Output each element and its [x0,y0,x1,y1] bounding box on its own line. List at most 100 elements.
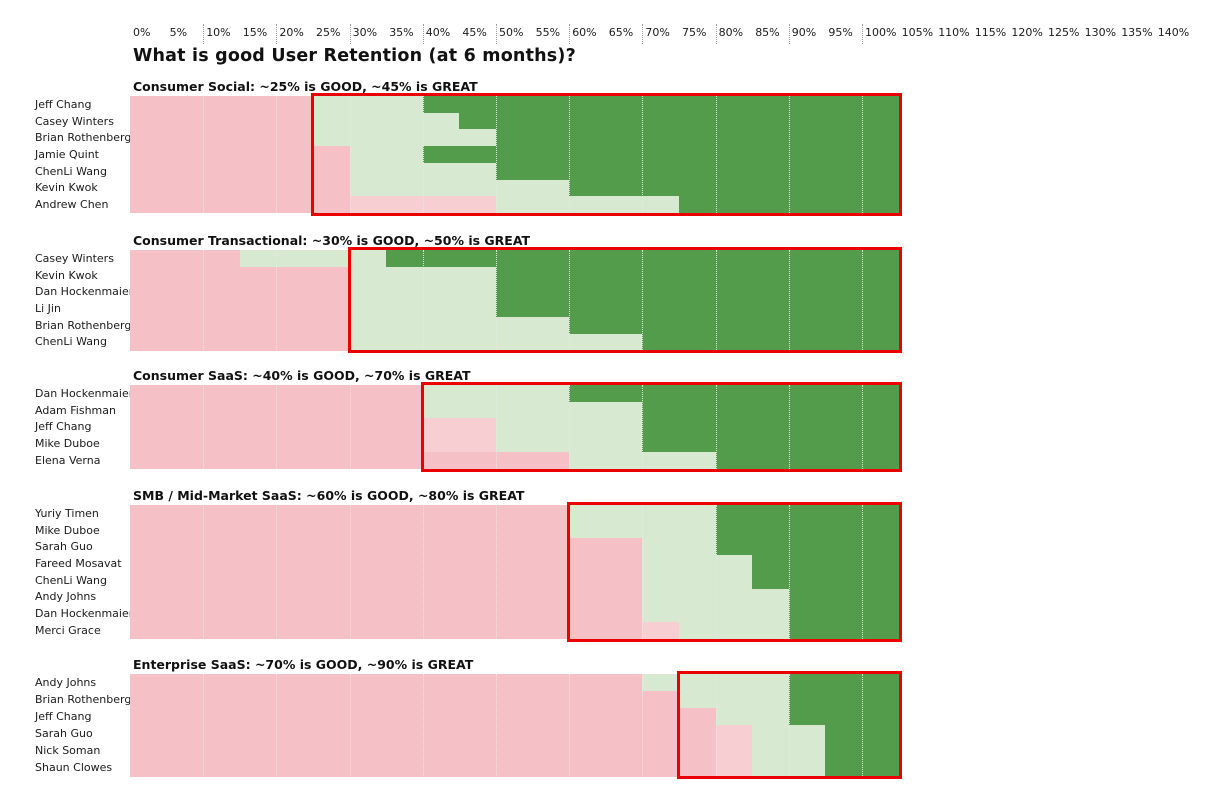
bar-segment-pink [130,146,350,164]
bar-segment-pink_light [715,742,753,760]
axis-tick-label: 45% [462,26,487,39]
axis-tick-label: 120% [1011,26,1043,39]
bar-segment-pink_light [422,418,496,436]
bar-segment-great [642,333,899,351]
axis-tick [496,24,497,44]
good-retention-highlight-box [677,671,902,779]
row-label: Jeff Chang [35,420,92,434]
axis-tick [788,24,790,44]
row-label: ChenLi Wang [35,573,107,587]
chart-grid-line [642,385,644,469]
chart-grid-line [788,674,790,776]
bar-segment-good [642,588,789,606]
row-label: Yuriy Timen [35,506,99,520]
section-bars [130,382,902,472]
row-label: Brian Rothenberg [35,131,132,145]
row-label: Elena Verna [35,453,101,467]
axis-tick-label: 125% [1048,26,1080,39]
chart-grid-line [862,505,863,639]
axis-tick-label: 60% [572,26,597,39]
bar-segment-good [642,571,753,590]
bar-segment-pink [130,588,643,606]
axis-tick-label: 35% [389,26,414,39]
chart-grid-line [569,96,571,213]
row-label: Jeff Chang [35,710,92,723]
row-label: Casey Winters [35,114,114,128]
axis-tick-label: 130% [1084,26,1117,39]
axis-tick-label: 15% [242,26,268,39]
chart-grid-line [203,96,205,213]
chart-grid-line [422,96,424,213]
bar-segment-great [496,300,899,318]
bar-segment-great [569,179,899,197]
axis-tick-label: 105% [901,26,934,39]
row-label: Merci Grace [35,623,101,637]
axis-tick-label: 40% [425,26,451,39]
chart-grid-line [496,96,497,213]
row-label: Shaun Clowes [35,761,113,774]
bar-segment-good [679,621,789,640]
bar-segment-pink [130,538,643,556]
section-title: SMB / Mid-Market SaaS: ~60% is GOOD, ~80… [133,488,525,503]
bar-segment-pink [130,571,643,590]
row-label: Jeff Chang [35,97,92,111]
bar-segment-good [349,266,496,284]
chart-grid-line [496,385,497,469]
good-retention-highlight-box [347,247,902,354]
bar-segment-pink [130,691,679,709]
row-label: Mike Duboe [35,523,100,537]
chart-grid-line [862,674,863,776]
bar-segment-good [422,385,570,403]
bar-segment-pink_light [422,435,496,453]
chart-grid-line [715,250,717,351]
bar-segment-pink [130,674,643,692]
bar-segment-great [788,588,899,606]
row-label: Adam Fishman [35,403,116,417]
bar-segment-good [496,196,679,214]
row-label: Casey Winters [35,251,114,265]
bar-segment-pink_light [642,621,679,640]
bar-segment-great [715,521,899,539]
section-bars [130,502,902,642]
axis-tick-label: 70% [645,26,670,39]
row-label: Dan Hockenmaier [35,285,134,299]
bar-segment-pink [130,555,643,573]
chart-grid-line [569,674,571,776]
section-bars [130,671,902,779]
axis-tick [862,24,863,44]
row-label: Fareed Mosavat [35,556,122,570]
chart-grid-line [422,250,424,351]
bar-segment-great [715,538,899,556]
axis-tick-label: 135% [1121,26,1153,39]
bar-segment-great [788,691,899,709]
axis-tick-label: 100% [865,26,897,39]
axis-tick-label: 95% [828,26,853,39]
bar-segment-pink [130,621,643,640]
chart-grid-line [422,505,424,639]
bar-segment-great [788,708,899,726]
bar-segment-great [642,435,899,453]
axis-tick-label: 10% [206,26,231,39]
bar-segment-pink [130,605,643,623]
chart-grid-line [349,96,351,213]
row-label: Andy Johns [35,676,97,689]
chart-grid-line [569,250,571,351]
axis-tick [642,24,644,44]
axis-tick [349,24,351,44]
bar-segment-great [496,266,899,284]
bar-segment-pink [130,96,313,114]
bar-segment-great [715,505,899,523]
chart-grid-line [276,385,278,469]
row-label: Sarah Guo [35,540,93,554]
bar-segment-good [752,742,826,760]
axis-tick-label: 65% [608,26,634,39]
bar-segment-pink [130,300,350,318]
chart-grid-line [276,250,278,351]
bar-segment-good [642,605,789,623]
chart-grid-line [496,505,497,639]
bar-segment-great [788,621,899,640]
bar-segment-good [752,725,826,743]
axis-tick-label: 0% [133,26,151,39]
axis-tick-label: 140% [1157,26,1190,39]
row-label: Jamie Quint [35,147,99,161]
